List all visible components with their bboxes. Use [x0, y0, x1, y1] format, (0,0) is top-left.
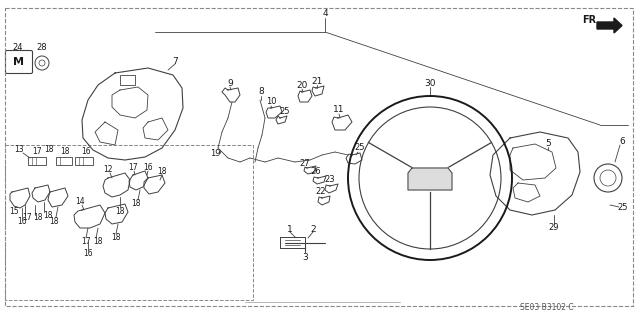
Text: 16: 16 [83, 249, 93, 258]
Text: 19: 19 [210, 149, 220, 158]
Text: SE03 B3102 C: SE03 B3102 C [520, 303, 573, 313]
Text: 10: 10 [266, 98, 276, 107]
Text: 11: 11 [333, 106, 345, 115]
Text: 18: 18 [111, 234, 121, 242]
Text: 24: 24 [13, 43, 23, 53]
Text: 18: 18 [44, 145, 54, 153]
Text: 7: 7 [172, 56, 178, 65]
Text: 18: 18 [115, 206, 125, 216]
Polygon shape [408, 168, 452, 190]
Text: 17: 17 [128, 164, 138, 173]
Text: 3: 3 [302, 253, 308, 262]
Polygon shape [597, 18, 622, 33]
Text: 26: 26 [310, 167, 321, 176]
Text: 8: 8 [258, 87, 264, 97]
Text: 30: 30 [424, 78, 436, 87]
Text: 21: 21 [311, 77, 323, 85]
Text: 6: 6 [619, 137, 625, 146]
Text: 25: 25 [280, 108, 291, 116]
Text: M: M [13, 57, 24, 67]
Text: FR.: FR. [582, 15, 600, 25]
Bar [56, 157, 72, 165]
Bar [120, 75, 135, 85]
Text: 16: 16 [81, 147, 91, 157]
Text: 15: 15 [9, 207, 19, 217]
Text: 12: 12 [103, 166, 113, 174]
Text: 13: 13 [14, 145, 24, 154]
Text: 17: 17 [32, 147, 42, 157]
Text: 18: 18 [44, 211, 52, 219]
Polygon shape [596, 14, 622, 33]
Text: 25: 25 [618, 203, 628, 211]
Text: 25: 25 [355, 144, 365, 152]
Text: 9: 9 [227, 78, 233, 87]
Text: 16: 16 [17, 218, 27, 226]
Text: 18: 18 [33, 213, 43, 222]
Text: 27: 27 [300, 159, 310, 167]
Text: 18: 18 [60, 147, 70, 157]
Text: 29: 29 [548, 224, 559, 233]
Text: 20: 20 [296, 80, 308, 90]
Text: 18: 18 [93, 238, 103, 247]
Text: 18: 18 [157, 167, 167, 176]
Text: 14: 14 [75, 197, 85, 206]
Text: 1: 1 [287, 225, 293, 234]
Text: 28: 28 [36, 43, 47, 53]
Bar [75, 157, 93, 165]
Text: 16: 16 [143, 164, 153, 173]
Text: 22: 22 [316, 188, 326, 197]
Text: 2: 2 [310, 225, 316, 234]
Text: 18: 18 [49, 217, 59, 226]
Text: 5: 5 [545, 138, 551, 147]
Bar [28, 157, 46, 165]
Text: 18: 18 [131, 199, 141, 209]
Text: 17: 17 [81, 238, 91, 247]
Text: 17: 17 [22, 213, 32, 222]
Text: 4: 4 [322, 10, 328, 19]
Text: 23: 23 [324, 175, 335, 184]
Bar [5, 145, 253, 300]
